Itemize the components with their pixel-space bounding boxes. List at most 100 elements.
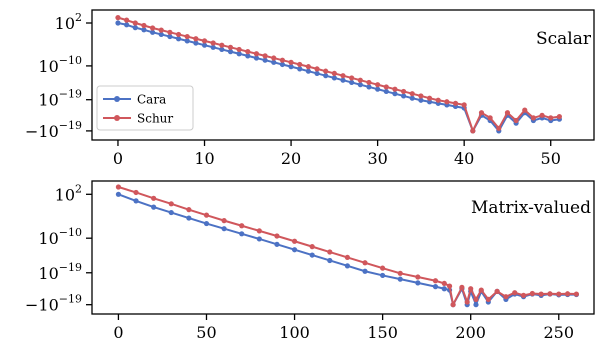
data-point-schur xyxy=(397,270,403,276)
legend-marker-schur xyxy=(114,115,120,121)
data-point-cara xyxy=(327,257,333,264)
data-point-cara xyxy=(262,57,268,63)
data-point-schur xyxy=(210,40,216,46)
data-point-schur xyxy=(375,82,381,88)
data-point-cara xyxy=(184,38,190,44)
data-point-schur xyxy=(520,292,527,298)
data-point-cara xyxy=(245,53,251,59)
data-point-cara xyxy=(158,31,164,38)
data-point-schur xyxy=(450,302,456,308)
data-point-schur xyxy=(444,99,450,105)
data-point-schur xyxy=(305,64,311,70)
data-point-cara xyxy=(133,198,139,204)
data-point-cara xyxy=(141,27,147,33)
data-point-cara xyxy=(397,276,403,282)
data-point-cara xyxy=(167,33,173,40)
data-point-schur xyxy=(168,201,174,207)
data-point-schur xyxy=(291,238,298,244)
data-point-schur xyxy=(175,31,182,38)
data-point-cara xyxy=(305,68,311,74)
data-point-schur xyxy=(227,44,234,50)
data-point-cara xyxy=(175,36,182,42)
data-point-schur xyxy=(141,22,147,29)
data-point-schur xyxy=(362,260,368,266)
data-point-cara xyxy=(186,215,192,221)
data-point-schur xyxy=(133,189,139,196)
data-point-schur xyxy=(539,112,545,118)
data-point-schur xyxy=(487,115,493,121)
data-point-cara xyxy=(340,77,346,83)
data-point-schur xyxy=(485,296,491,302)
data-point-schur xyxy=(432,278,439,284)
x-tick-label: 250 xyxy=(543,323,574,342)
data-point-cara xyxy=(274,241,280,247)
data-point-schur xyxy=(239,223,245,229)
data-point-cara xyxy=(297,66,303,72)
data-point-schur xyxy=(496,125,502,131)
y-tick-label: −10−19 xyxy=(25,293,82,315)
data-point-schur xyxy=(253,51,260,57)
data-point-cara xyxy=(219,46,225,53)
data-point-schur xyxy=(288,59,294,65)
y-tick-label: 102 xyxy=(55,11,82,33)
data-point-schur xyxy=(262,53,268,59)
x-tick-label: 150 xyxy=(367,323,398,342)
legend-label-cara: Cara xyxy=(137,93,166,107)
data-point-cara xyxy=(418,97,424,103)
data-point-cara xyxy=(168,209,174,216)
data-point-schur xyxy=(426,95,433,101)
data-point-schur xyxy=(314,66,320,72)
data-point-cara xyxy=(271,59,277,65)
data-point-schur xyxy=(115,15,121,21)
data-point-schur xyxy=(344,254,351,261)
data-point-cara xyxy=(256,236,262,242)
data-point-schur xyxy=(151,195,157,201)
data-point-schur xyxy=(203,212,210,218)
series-line-schur xyxy=(117,16,560,132)
data-point-schur xyxy=(331,70,337,77)
data-point-cara xyxy=(124,22,130,28)
data-point-schur xyxy=(201,38,208,44)
data-point-schur xyxy=(512,290,518,296)
x-tick-label: 0 xyxy=(113,149,123,168)
data-point-cara xyxy=(291,247,298,253)
x-tick-label: 20 xyxy=(281,149,301,168)
data-point-cara xyxy=(193,40,199,46)
data-point-schur xyxy=(309,244,315,250)
y-tick-label: 10−10 xyxy=(38,226,82,248)
x-tick-label: 100 xyxy=(279,323,310,342)
data-point-schur xyxy=(452,100,459,106)
data-point-cara xyxy=(400,93,407,99)
data-point-cara xyxy=(375,86,381,92)
series-line-cara xyxy=(117,22,560,132)
data-point-schur xyxy=(435,97,441,103)
y-tick-label: 10−19 xyxy=(38,261,82,283)
data-point-schur xyxy=(158,27,164,33)
y-tick-label: 102 xyxy=(55,182,82,204)
data-point-schur xyxy=(186,207,192,213)
data-point-schur xyxy=(556,291,562,297)
data-point-schur xyxy=(357,77,363,83)
data-point-schur xyxy=(446,283,453,289)
data-point-schur xyxy=(184,33,190,40)
data-point-schur xyxy=(236,46,242,53)
data-point-cara xyxy=(409,95,415,101)
data-point-schur xyxy=(441,280,447,287)
panel-title: Scalar xyxy=(536,29,592,49)
data-point-cara xyxy=(362,268,368,274)
data-point-schur xyxy=(297,61,303,68)
data-point-schur xyxy=(271,55,277,61)
data-point-schur xyxy=(468,286,474,292)
panel-scalar: 0 10 20 30 40 50 102 10−10 10−19 −10−19 Scalar Cara… xyxy=(25,9,595,168)
data-point-schur xyxy=(340,73,346,79)
data-point-cara xyxy=(383,88,389,95)
data-point-schur xyxy=(494,288,500,294)
data-point-schur xyxy=(530,115,537,121)
data-point-schur xyxy=(504,110,511,116)
data-point-schur xyxy=(392,86,398,92)
data-point-cara xyxy=(236,51,242,57)
data-point-cara xyxy=(473,302,479,308)
data-point-schur xyxy=(522,107,528,113)
data-point-schur xyxy=(132,20,138,26)
data-point-cara xyxy=(380,272,386,279)
